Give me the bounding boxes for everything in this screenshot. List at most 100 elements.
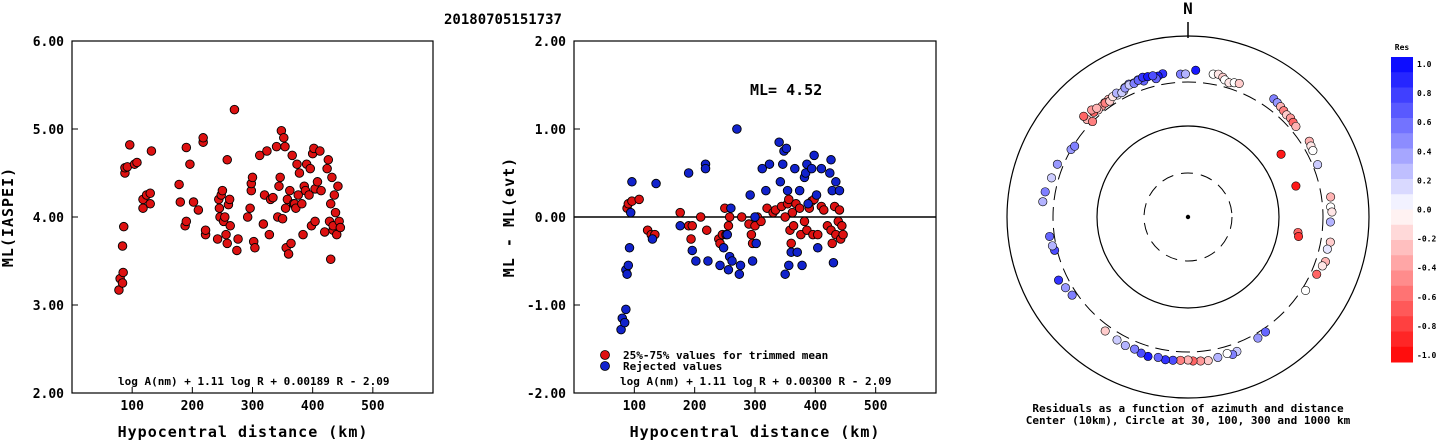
colorbar-cell [1391,118,1413,134]
data-point [254,150,265,161]
data-point [146,146,157,156]
station-marker [1326,192,1336,202]
data-point [268,192,278,203]
colorbar-label: -0.4 [1417,264,1436,273]
data-point [193,205,204,215]
data-point [722,229,732,240]
data-point [788,221,799,231]
data-point [125,140,135,150]
data-point [691,256,701,266]
data-point [812,243,823,253]
legend-label-accepted: 25%-75% values for trimmed mean [623,349,828,362]
colorbar-title: Res [1395,43,1410,52]
data-point [279,133,289,143]
data-point [745,190,755,200]
x-ticks: 100 200 300 400 500 [623,387,888,414]
station-marker [1322,244,1332,254]
data-point [271,141,282,152]
colorbar-cell [1391,285,1413,302]
data-point [275,172,285,183]
data-point [794,203,805,213]
x-tick-label: 500 [864,399,888,414]
data-point [675,207,685,218]
data-point [258,219,269,229]
colorbar-cell [1391,148,1413,165]
y-tick-label: 2.00 [535,35,566,50]
data-point [794,185,805,196]
data-point [790,163,800,174]
figure-title: 20180705151737 [444,12,562,28]
colorbar-cell [1391,102,1413,119]
y-tick-label: 1.00 [535,123,566,138]
data-point [806,163,817,174]
station-marker [1291,181,1301,191]
data-point [315,146,325,156]
station-marker [1088,117,1098,127]
station-marker [1261,327,1271,337]
y-ticks: -2.00 -1.00 0.00 1.00 2.00 [527,35,580,402]
data-point [621,304,631,315]
data-point [224,194,235,205]
data-point [747,256,758,266]
plot-frame [71,40,434,394]
colorbar-label: 0.2 [1417,176,1432,185]
station-marker [1313,160,1323,170]
data-point [816,163,827,174]
data-point [834,185,845,196]
circle-1000km [1006,35,1370,399]
x-tick-label: 100 [120,399,144,414]
colorbar-cell [1391,209,1413,226]
data-point [622,269,632,279]
data-point [695,212,706,222]
data-point [188,197,199,207]
x-axis-label: Hypocentral distance (km) [630,423,881,441]
colorbar-cell [1391,87,1413,104]
data-point [233,234,243,244]
data-point [287,150,297,161]
data-point [217,185,228,196]
data-point [222,238,232,249]
y-tick-label: 5.00 [33,123,64,138]
data-point [734,269,745,279]
colorbar-cell [1391,331,1413,348]
station-marker [1196,356,1206,366]
data-point [285,185,295,196]
station-marker [1079,111,1089,121]
data-point [117,241,128,251]
data-point [247,172,258,183]
data-point [718,243,729,253]
data-point [761,185,771,196]
data-point [826,155,836,165]
colorbar-cell [1391,240,1413,256]
data-point [310,216,320,227]
data-point [330,207,341,218]
colorbar-cell [1391,72,1413,88]
colorbar-cell [1391,301,1413,317]
data-point [703,256,713,266]
data-point [827,238,837,249]
data-point [264,229,275,240]
data-point [792,247,802,257]
data-point [294,168,305,178]
epicenter-dot [1185,214,1191,220]
data-point [787,207,798,218]
data-point [329,190,340,200]
station-marker [1100,326,1110,336]
y-tick-label: -1.00 [527,299,566,314]
data-point [746,229,757,240]
data-point [723,221,734,231]
x-axis-label: Hypocentral distance (km) [118,423,369,441]
station-marker [1148,71,1158,81]
data-point [651,178,661,189]
station-markers [1038,65,1337,366]
station-marker [1130,344,1140,354]
data-point [280,141,290,152]
station-marker [1294,231,1304,241]
data-point [198,133,208,143]
data-point [803,199,813,209]
y-tick-label: 2.00 [33,387,64,402]
data-point [222,155,232,165]
station-marker [1168,355,1178,365]
colorbar: Res 1.0 0.8 0.6 0.4 0.2 0.0 -0.2 -0.4 -0.6 -0.8 -1… [1391,43,1436,363]
